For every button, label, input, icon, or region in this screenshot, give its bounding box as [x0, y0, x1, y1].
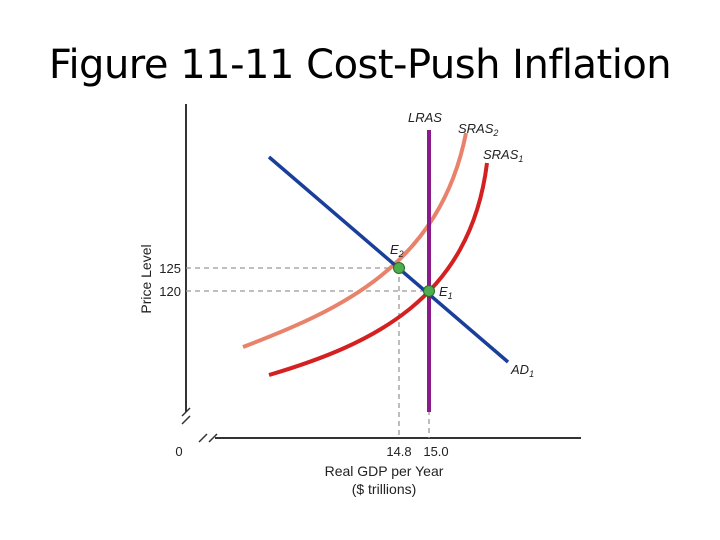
sras2-curve	[242, 132, 468, 349]
x-axis-title-line1: Real GDP per Year	[325, 463, 444, 479]
sras1-label: SRAS1	[483, 147, 523, 164]
y-axis-title: Price Level	[138, 244, 154, 313]
sras2-label: SRAS2	[458, 121, 498, 138]
x-axis-break-mark	[198, 433, 208, 443]
lras-label: LRAS	[408, 110, 442, 125]
point-e2	[393, 262, 405, 274]
sras1-curve	[268, 162, 489, 377]
x-tick-15-0: 15.0	[423, 444, 448, 459]
y-axis-break-mark	[181, 407, 191, 417]
x-tick-14-8: 14.8	[386, 444, 411, 459]
x-axis-title-line2: ($ trillions)	[352, 481, 417, 497]
origin-label: 0	[175, 444, 182, 459]
y-axis-break-mark	[181, 415, 191, 425]
ad1-label: AD1	[510, 362, 534, 379]
guide-lines	[186, 267, 430, 438]
y-tick-125: 125	[159, 261, 181, 276]
ad1-line	[267, 155, 510, 364]
x-axis-break-mark	[208, 433, 218, 443]
e1-label: E1	[439, 284, 453, 301]
e2-label: E2	[390, 242, 404, 259]
y-tick-120: 120	[159, 284, 181, 299]
point-e1	[423, 285, 435, 297]
slide-title: Figure 11-11 Cost-Push Inflation	[48, 42, 672, 88]
axes	[181, 104, 581, 443]
